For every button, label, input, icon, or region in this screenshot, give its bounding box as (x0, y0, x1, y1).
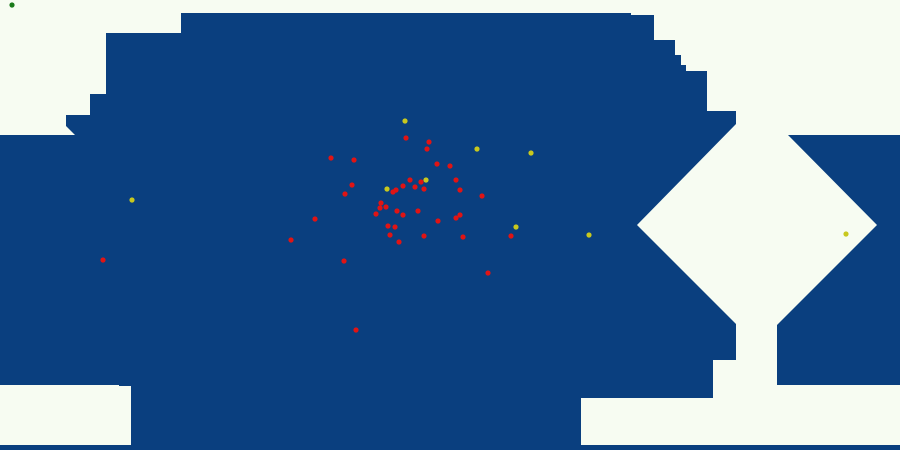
enemy-dot (412, 184, 418, 190)
enemy-dot (435, 218, 441, 224)
enemy-dot (485, 270, 491, 276)
enemy-dot (377, 205, 383, 211)
enemy-dot (353, 327, 359, 333)
pickup-dot (586, 232, 592, 238)
enemy-dot (378, 200, 384, 206)
enemy-dot (385, 223, 391, 229)
pickup-dot (528, 150, 534, 156)
pickup-dot (402, 118, 408, 124)
enemy-dot (407, 177, 413, 183)
enemies-layer (100, 135, 514, 333)
enemy-dot (392, 224, 398, 230)
enemy-dot (393, 187, 399, 193)
enemy-dot (328, 155, 334, 161)
enemy-dot (100, 257, 106, 263)
enemy-dot (312, 216, 318, 222)
water-region (0, 13, 736, 445)
enemy-dot (457, 187, 463, 193)
enemy-dot (342, 191, 348, 197)
pickup-dot (384, 186, 390, 192)
enemy-dot (460, 234, 466, 240)
pickup-dot (513, 224, 519, 230)
enemy-dot (373, 211, 379, 217)
players-layer (9, 2, 15, 8)
enemy-dot (415, 208, 421, 214)
enemy-dot (396, 239, 402, 245)
enemy-dot (383, 204, 389, 210)
enemy-dot (351, 157, 357, 163)
water-region-right (777, 135, 900, 385)
pickup-dot (423, 177, 429, 183)
enemy-dot (400, 212, 406, 218)
enemy-dot (434, 161, 440, 167)
pickup-dot (474, 146, 480, 152)
pickups-layer (129, 118, 849, 238)
enemy-dot (418, 179, 424, 185)
enemy-dot (349, 182, 355, 188)
enemy-dot (403, 135, 409, 141)
enemy-dot (479, 193, 485, 199)
enemy-dot (424, 146, 430, 152)
enemy-dot (387, 232, 393, 238)
enemy-dot (426, 139, 432, 145)
pickup-dot (129, 197, 135, 203)
water-bottom-strip (0, 445, 900, 450)
enemy-dot (421, 233, 427, 239)
enemy-dot (508, 233, 514, 239)
enemy-dot (457, 212, 463, 218)
enemy-dot (447, 163, 453, 169)
player-dot (9, 2, 15, 8)
enemy-dot (341, 258, 347, 264)
enemy-dot (453, 177, 459, 183)
pickup-dot (843, 231, 849, 237)
enemy-dot (400, 183, 406, 189)
enemy-dot (421, 186, 427, 192)
enemy-dot (453, 215, 459, 221)
enemy-dot (288, 237, 294, 243)
enemy-dot (394, 208, 400, 214)
